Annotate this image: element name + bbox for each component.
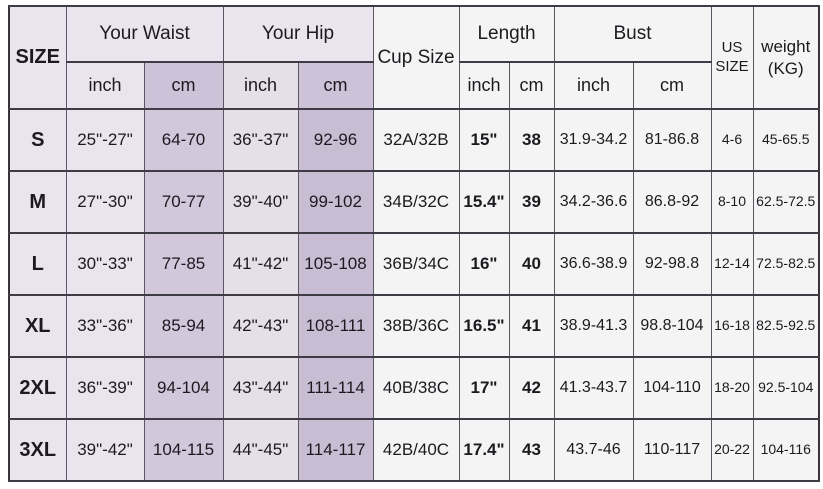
cell-us-size: 18-20 [710,356,754,420]
cell-hip-cm: 105-108 [297,232,374,296]
header-length-cm: cm [508,61,555,110]
size-table-body: S 25"-27" 64-70 36"-37" 92-96 32A/32B 15" 38 31.… [8,108,820,482]
header-bust-inch: inch [553,61,634,110]
cell-waist-inch: 25"-27" [65,108,145,172]
cell-length-cm: 38 [508,108,555,172]
cell-size-label: 3XL [8,418,67,482]
table-row: 2XL 36"-39" 94-104 43"-44" 111-114 40B/38C 17"… [8,356,820,420]
cell-bust-cm: 98.8-104 [632,294,712,358]
cell-length-cm: 41 [508,294,555,358]
cell-length-inch: 15" [458,108,510,172]
cell-length-inch: 17.4" [458,418,510,482]
cell-length-cm: 40 [508,232,555,296]
cell-cup-size: 42B/40C [372,418,460,482]
cell-bust-inch: 41.3-43.7 [553,356,634,420]
header-cup-size: Cup Size [372,5,460,110]
cell-us-size: 20-22 [710,418,754,482]
cell-bust-cm: 104-110 [632,356,712,420]
cell-weight: 72.5-82.5 [752,232,820,296]
cell-waist-inch: 30"-33" [65,232,145,296]
cell-size-label: S [8,108,67,172]
cell-bust-cm: 110-117 [632,418,712,482]
cell-weight: 62.5-72.5 [752,170,820,234]
header-hip-cm: cm [297,61,374,110]
cell-length-inch: 17" [458,356,510,420]
header-us-size: US SIZE [710,5,754,110]
cell-waist-inch: 27"-30" [65,170,145,234]
cell-size-label: M [8,170,67,234]
cell-length-inch: 15.4" [458,170,510,234]
table-row: L 30"-33" 77-85 41"-42" 105-108 36B/34C 16" 40 3… [8,232,820,296]
cell-hip-cm: 108-111 [297,294,374,358]
cell-bust-inch: 31.9-34.2 [553,108,634,172]
cell-length-cm: 42 [508,356,555,420]
cell-bust-inch: 36.6-38.9 [553,232,634,296]
table-row: S 25"-27" 64-70 36"-37" 92-96 32A/32B 15" 38 31.… [8,108,820,172]
size-chart-table: SIZE Your Waist Your Hip Cup Size Length… [8,5,820,482]
cell-hip-inch: 44"-45" [222,418,299,482]
cell-us-size: 16-18 [710,294,754,358]
cell-length-inch: 16.5" [458,294,510,358]
cell-hip-inch: 41"-42" [222,232,299,296]
cell-bust-cm: 81-86.8 [632,108,712,172]
cell-waist-inch: 39"-42" [65,418,145,482]
header-size: SIZE [8,5,67,110]
size-chart-header: SIZE Your Waist Your Hip Cup Size Length… [8,5,820,110]
cell-size-label: 2XL [8,356,67,420]
cell-waist-inch: 36"-39" [65,356,145,420]
cell-hip-inch: 39"-40" [222,170,299,234]
cell-hip-inch: 42"-43" [222,294,299,358]
header-waist-inch: inch [65,61,145,110]
header-bust: Bust [553,5,712,63]
cell-us-size: 8-10 [710,170,754,234]
header-row-groups: SIZE Your Waist Your Hip Cup Size Length… [8,5,820,110]
cell-bust-inch: 34.2-36.6 [553,170,634,234]
header-weight: weight (KG) [752,5,820,110]
header-length: Length [458,5,555,63]
cell-us-size: 12-14 [710,232,754,296]
cell-hip-inch: 36"-37" [222,108,299,172]
cell-length-inch: 16" [458,232,510,296]
cell-us-size: 4-6 [710,108,754,172]
cell-waist-inch: 33"-36" [65,294,145,358]
cell-waist-cm: 104-115 [143,418,224,482]
cell-hip-cm: 111-114 [297,356,374,420]
header-row-units: inch cm inch cm inch cm inch cm [9,61,819,110]
cell-cup-size: 38B/36C [372,294,460,358]
cell-cup-size: 32A/32B [372,108,460,172]
header-waist-cm: cm [143,61,224,110]
cell-bust-inch: 43.7-46 [553,418,634,482]
cell-waist-cm: 94-104 [143,356,224,420]
cell-weight: 92.5-104 [752,356,820,420]
cell-hip-cm: 99-102 [297,170,374,234]
cell-waist-cm: 70-77 [143,170,224,234]
cell-weight: 45-65.5 [752,108,820,172]
cell-length-cm: 43 [508,418,555,482]
cell-cup-size: 34B/32C [372,170,460,234]
cell-cup-size: 36B/34C [372,232,460,296]
table-row: XL 33"-36" 85-94 42"-43" 108-111 38B/36C 16.5"… [8,294,820,358]
cell-bust-cm: 86.8-92 [632,170,712,234]
cell-hip-inch: 43"-44" [222,356,299,420]
cell-cup-size: 40B/38C [372,356,460,420]
header-bust-cm: cm [632,61,712,110]
cell-bust-inch: 38.9-41.3 [553,294,634,358]
table-row: 3XL 39"-42" 104-115 44"-45" 114-117 42B/40C 17… [8,418,820,482]
cell-hip-cm: 92-96 [297,108,374,172]
cell-size-label: XL [8,294,67,358]
cell-waist-cm: 64-70 [143,108,224,172]
cell-length-cm: 39 [508,170,555,234]
table-row: M 27"-30" 70-77 39"-40" 99-102 34B/32C 15.4" 39… [8,170,820,234]
cell-bust-cm: 92-98.8 [632,232,712,296]
cell-waist-cm: 85-94 [143,294,224,358]
header-hip: Your Hip [222,5,374,63]
cell-weight: 104-116 [752,418,820,482]
header-length-inch: inch [458,61,510,110]
cell-waist-cm: 77-85 [143,232,224,296]
header-hip-inch: inch [222,61,299,110]
cell-weight: 82.5-92.5 [752,294,820,358]
cell-size-label: L [8,232,67,296]
header-waist: Your Waist [65,5,224,63]
cell-hip-cm: 114-117 [297,418,374,482]
